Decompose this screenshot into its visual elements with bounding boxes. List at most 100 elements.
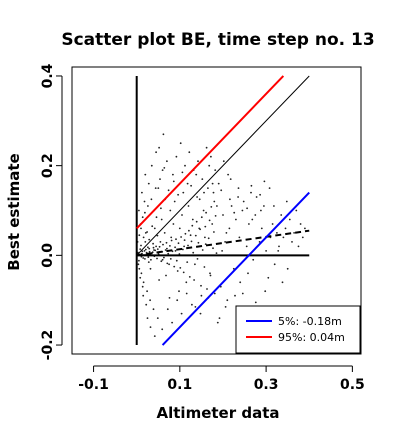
data-point [153, 227, 156, 230]
data-point [225, 232, 228, 234]
data-point [193, 279, 196, 281]
data-point [208, 219, 211, 222]
data-point [154, 187, 157, 190]
data-point [165, 274, 167, 277]
data-point [156, 257, 158, 260]
data-point [198, 198, 201, 201]
data-point [214, 215, 217, 217]
data-point [166, 247, 168, 250]
data-point [238, 236, 241, 239]
data-point [178, 227, 181, 230]
data-point [208, 164, 211, 167]
data-point [276, 232, 278, 234]
data-point [211, 182, 214, 185]
data-point [165, 241, 168, 244]
data-point [235, 218, 237, 221]
data-point [203, 266, 206, 268]
data-point [179, 142, 182, 145]
data-point [138, 259, 140, 262]
data-point [191, 303, 193, 306]
data-point [145, 303, 148, 306]
data-point [293, 232, 295, 234]
data-point [191, 224, 194, 227]
data-point [204, 225, 207, 228]
data-point [202, 209, 205, 212]
x-axis: -0.1 0.1 0.3 0.5 [78, 365, 365, 393]
data-point [203, 191, 205, 194]
data-point [144, 232, 147, 234]
data-point [160, 207, 162, 210]
data-point [177, 242, 180, 245]
data-point [176, 270, 179, 272]
data-point [224, 306, 227, 308]
data-point [194, 306, 197, 308]
data-point [140, 227, 142, 230]
data-point [222, 214, 224, 216]
data-point [197, 160, 199, 163]
data-point [195, 173, 198, 176]
data-point [242, 200, 245, 203]
data-point [146, 231, 149, 233]
data-point [156, 317, 159, 319]
data-point [138, 209, 140, 212]
data-point [156, 234, 159, 237]
data-point [188, 229, 190, 232]
regression-line [136, 229, 310, 257]
data-point [149, 267, 152, 270]
data-point [188, 151, 191, 154]
data-point [260, 209, 262, 212]
data-point [218, 317, 221, 319]
data-point [152, 308, 155, 311]
data-point [149, 299, 152, 302]
data-point [183, 245, 186, 248]
data-point [248, 223, 250, 225]
data-point [139, 248, 142, 251]
data-point [163, 167, 166, 169]
data-point [182, 271, 185, 274]
data-point [175, 259, 178, 262]
data-point [173, 200, 176, 203]
data-point [174, 246, 177, 249]
data-point [271, 223, 274, 225]
data-point [177, 193, 180, 196]
data-point [280, 214, 283, 216]
data-point [206, 288, 208, 290]
data-point [284, 227, 287, 230]
data-point [173, 265, 176, 268]
data-point [161, 258, 164, 261]
data-point [143, 200, 146, 203]
data-point [144, 258, 146, 260]
data-point [141, 285, 144, 288]
data-point [260, 227, 263, 230]
data-point [172, 223, 175, 225]
data-point [144, 248, 147, 251]
data-point [278, 245, 280, 248]
data-point [221, 250, 224, 252]
data-point [181, 171, 184, 174]
data-point [286, 267, 289, 270]
data-point [171, 321, 174, 324]
data-point [196, 196, 199, 198]
data-point [241, 292, 244, 295]
data-point [187, 205, 190, 207]
data-point [245, 245, 248, 248]
data-point [182, 191, 185, 194]
data-point [295, 209, 298, 212]
data-point [160, 218, 163, 221]
data-point [140, 272, 143, 275]
data-point [234, 294, 236, 297]
data-point [183, 239, 186, 242]
data-point [200, 284, 202, 287]
data-point [179, 267, 182, 269]
data-point [247, 272, 249, 275]
data-point [277, 250, 280, 252]
data-point [265, 250, 267, 252]
data-point [200, 294, 203, 297]
data-point [211, 223, 214, 225]
data-point [281, 281, 284, 284]
data-point [224, 241, 227, 243]
legend: 5%: -0.18m 95%: 0.04m [235, 305, 361, 354]
data-point [138, 267, 141, 270]
data-point [254, 301, 257, 304]
